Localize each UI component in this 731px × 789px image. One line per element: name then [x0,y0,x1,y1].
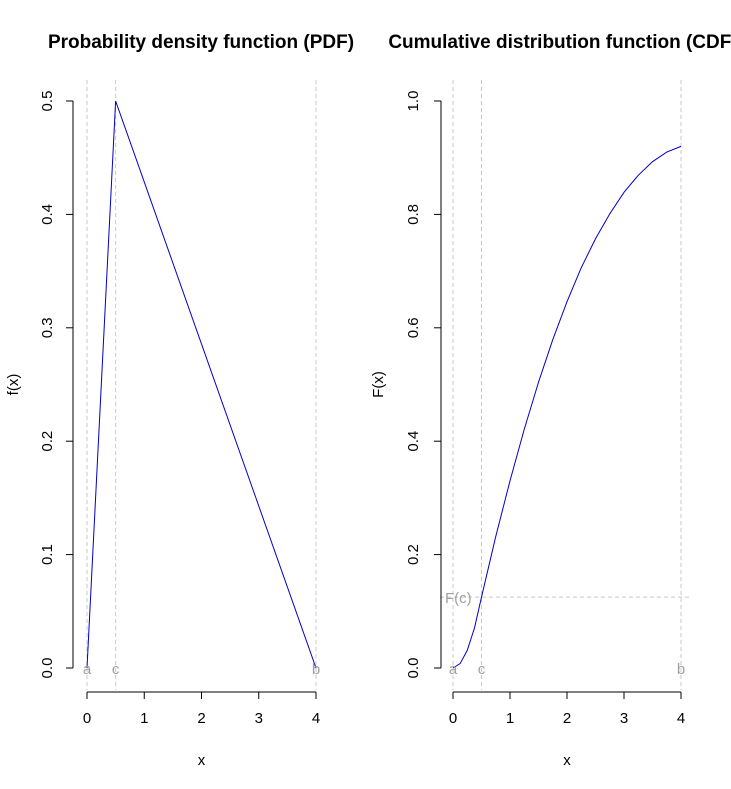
chart-title: Cumulative distribution function (CDF) [388,32,731,53]
y-tick-label: 0.0 [405,658,422,679]
y-axis-label: F(x) [370,371,387,398]
y-tick-label: 0.4 [39,204,56,225]
y-axis-label: f(x) [5,374,22,396]
x-tick-label: 4 [677,710,685,727]
y-tick-label: 0.2 [39,431,56,452]
y-tick-label: 0.3 [39,317,56,338]
guide-label-a: a [449,661,458,678]
x-tick-label: 2 [197,710,205,727]
guide-label-a: a [83,661,92,678]
y-tick-label: 0.2 [405,544,422,565]
y-tick-label: 1.0 [405,91,422,112]
x-axis-label: x [198,752,206,769]
series-line [86,100,317,669]
guide-label-b: b [677,661,685,678]
y-tick-label: 0.8 [405,204,422,225]
series-line [452,145,682,669]
x-tick-label: 1 [506,710,514,727]
x-tick-label: 1 [140,710,148,727]
x-tick-label: 3 [620,710,628,727]
chart-title: Probability density function (PDF) [48,32,354,53]
y-tick-label: 0.4 [405,431,422,452]
x-tick-label: 0 [449,710,457,727]
guide-label-fc: F(c) [445,590,472,607]
y-tick-label: 0.5 [39,91,56,112]
y-tick-label: 0.6 [405,317,422,338]
guide-label-b: b [312,661,320,678]
guide-label-c: c [478,661,486,678]
x-tick-label: 4 [312,710,320,727]
x-tick-label: 3 [255,710,263,727]
guide-label-c: c [112,661,120,678]
y-tick-label: 0.0 [39,658,56,679]
x-tick-label: 2 [563,710,571,727]
y-tick-label: 0.1 [39,544,56,565]
x-tick-label: 0 [83,710,91,727]
x-axis-label: x [563,752,571,769]
